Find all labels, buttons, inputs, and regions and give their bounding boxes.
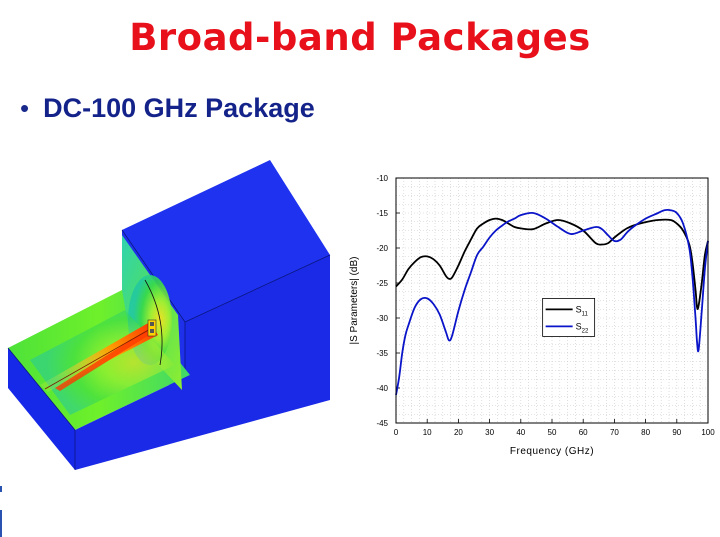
y-tick-label: -15 bbox=[376, 209, 388, 218]
y-axis-label: |S Parameters| (dB) bbox=[349, 257, 360, 345]
chip-element bbox=[147, 319, 157, 337]
chart-svg: 0 10 20 30 40 50 60 70 80 90 100 -10 -15 -20 -25 -30 -35… bbox=[349, 174, 715, 457]
series-line-s22 bbox=[395, 208, 709, 396]
y-tick-label: -35 bbox=[376, 349, 388, 358]
legend-box bbox=[542, 297, 596, 337]
bullet-dot-icon: • bbox=[20, 93, 30, 123]
y-tick-label: -40 bbox=[376, 384, 388, 393]
slide-title: Broad-band Packages bbox=[129, 16, 591, 59]
base-front-face bbox=[75, 375, 330, 470]
lid-top-face bbox=[122, 160, 330, 322]
field-beam bbox=[40, 322, 158, 392]
x-tick-label: 100 bbox=[701, 428, 715, 437]
y-tick-label: -25 bbox=[376, 279, 388, 288]
x-tick-label: 90 bbox=[672, 428, 681, 437]
bullet-item: • DC-100 GHz Package bbox=[20, 92, 315, 124]
x-tick-label: 70 bbox=[610, 428, 619, 437]
x-axis-label: Frequency (GHz) bbox=[510, 446, 594, 457]
x-tick-label: 40 bbox=[516, 428, 525, 437]
x-tick-label: 60 bbox=[579, 428, 588, 437]
s-parameter-chart: 0 10 20 30 40 50 60 70 80 90 100 -10 -15 -20 -25 -30 -35… bbox=[340, 165, 720, 465]
x-tick-label: 80 bbox=[641, 428, 650, 437]
y-tick-label: -30 bbox=[376, 314, 388, 323]
legend-label-s22: S22 bbox=[576, 321, 589, 334]
y-tick-label: -20 bbox=[376, 244, 388, 253]
y-tick-label: -45 bbox=[376, 419, 388, 428]
x-tick-label: 30 bbox=[485, 428, 494, 437]
plot-area-frame bbox=[395, 177, 709, 424]
chart-ticks: 0 10 20 30 40 50 60 70 80 90 100 -10 -15 -20 -25 -30 -35… bbox=[376, 174, 715, 437]
chart-grid bbox=[395, 177, 709, 424]
lid-right-face bbox=[185, 255, 330, 400]
package-3d-render bbox=[7, 160, 331, 470]
legend-label-s11: S11 bbox=[576, 304, 589, 317]
package-simulation-figure bbox=[0, 160, 340, 480]
left-edge-bar bbox=[0, 510, 2, 537]
x-tick-label: 50 bbox=[548, 428, 557, 437]
left-edge-mark bbox=[0, 486, 2, 492]
series-line-s11 bbox=[395, 217, 709, 310]
x-tick-label: 10 bbox=[423, 428, 432, 437]
y-tick-label: -10 bbox=[376, 174, 388, 183]
chart-series bbox=[395, 208, 709, 396]
base-left-face bbox=[8, 348, 75, 470]
x-tick-label: 0 bbox=[394, 428, 399, 437]
bullet-text: DC-100 GHz Package bbox=[43, 92, 315, 123]
x-tick-label: 20 bbox=[454, 428, 463, 437]
